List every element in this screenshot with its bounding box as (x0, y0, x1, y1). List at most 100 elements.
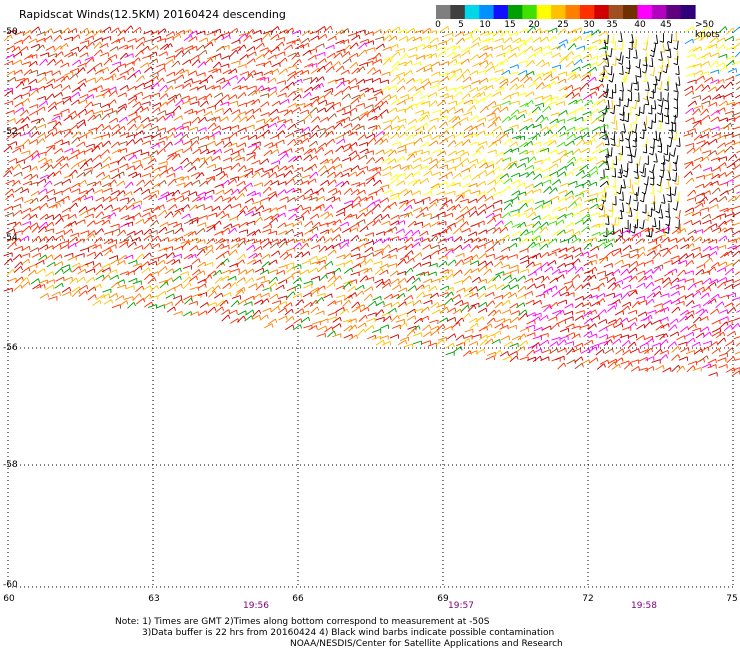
wind-barb (619, 89, 624, 92)
wind-barb (192, 148, 201, 155)
wind-barb (719, 190, 728, 197)
wind-barb (612, 193, 617, 195)
wind-barb (590, 53, 592, 59)
wind-barb (534, 211, 537, 216)
wind-barb (268, 129, 271, 134)
wind-barb (243, 44, 247, 49)
wind-barb (139, 106, 148, 113)
wind-barb (30, 130, 39, 138)
wind-barb (586, 82, 590, 87)
wind-barb (175, 29, 185, 35)
wind-barb (380, 29, 382, 34)
wind-barb (262, 42, 265, 47)
wind-barb (684, 38, 693, 45)
wind-barb (118, 205, 127, 212)
wind-barb (197, 61, 205, 69)
wind-barb (669, 48, 672, 58)
wind-barb (621, 131, 626, 133)
wind-barb (431, 109, 441, 114)
wind-barb (436, 150, 445, 157)
wind-barb (726, 27, 734, 35)
wind-barb (675, 226, 680, 229)
wind-barb (76, 219, 85, 225)
wind-barb (603, 169, 605, 179)
wind-barb (93, 220, 96, 225)
wind-barb (458, 204, 462, 209)
wind-barb (293, 91, 297, 96)
wind-barb (222, 165, 232, 170)
wind-barb (703, 199, 705, 204)
wind-barb (299, 109, 309, 115)
wind-barb (677, 91, 679, 101)
wind-barb (396, 108, 406, 112)
wind-barb (357, 67, 361, 72)
wind-barb (609, 40, 614, 44)
wind-barb (715, 62, 725, 68)
wind-barb (413, 28, 416, 33)
wind-barb (610, 147, 613, 157)
wind-barb (420, 150, 430, 155)
wind-barb (658, 217, 663, 219)
wind-barb (292, 188, 301, 193)
wind-barb (302, 147, 305, 152)
wind-barb (46, 235, 54, 243)
wind-barb (212, 220, 220, 228)
wind-barb (213, 38, 216, 43)
wind-barb (580, 36, 583, 41)
wind-barb (443, 100, 447, 105)
wind-barb (662, 43, 666, 53)
wind-barb (509, 138, 513, 143)
wind-barb (159, 237, 169, 242)
wind-barb (581, 98, 584, 103)
wind-barb (352, 196, 360, 203)
wind-barb (539, 36, 548, 43)
wind-barb (571, 73, 580, 81)
wind-barb (634, 193, 638, 197)
wind-barb (476, 70, 479, 75)
wind-barb (79, 59, 82, 64)
wind-barb (662, 168, 665, 178)
wind-barb (244, 74, 252, 82)
wind-barb (708, 197, 717, 204)
wind-barb (394, 201, 397, 207)
wind-barb (532, 60, 535, 65)
wind-barb (275, 193, 278, 198)
wind-barb (478, 77, 488, 84)
wind-barb (212, 53, 221, 59)
wind-barb (116, 197, 119, 202)
wind-barb (181, 227, 184, 232)
wind-barb (387, 158, 396, 165)
wind-barb (157, 179, 165, 187)
wind-barb (661, 236, 663, 241)
wind-barb (730, 145, 734, 150)
wind-barb (719, 227, 722, 232)
wind-barb (189, 82, 192, 88)
wind-barb (558, 206, 567, 212)
wind-barb (19, 147, 22, 153)
wind-barb (70, 91, 79, 98)
wind-barb (315, 203, 324, 209)
wind-barb (14, 186, 23, 193)
wind-barb (398, 201, 406, 210)
wind-barb (420, 157, 422, 162)
wind-barb (420, 237, 430, 243)
wind-barb (206, 149, 215, 155)
wind-barb (246, 151, 256, 156)
wind-barb (661, 236, 669, 244)
wind-barb (468, 93, 471, 98)
wind-barb (581, 63, 591, 69)
wind-barb (486, 78, 489, 83)
wind-barb (205, 175, 215, 180)
wind-barb (207, 212, 217, 217)
wind-barb (651, 228, 653, 238)
wind-barb (130, 235, 133, 240)
wind-barb (125, 204, 134, 211)
wind-barb (600, 131, 605, 134)
wind-barb (479, 30, 489, 36)
wind-barb (647, 214, 652, 218)
wind-barb (236, 210, 244, 218)
wind-barb (86, 210, 89, 215)
wind-barb (183, 35, 192, 41)
wind-barb (602, 58, 607, 61)
wind-barb (359, 113, 367, 121)
